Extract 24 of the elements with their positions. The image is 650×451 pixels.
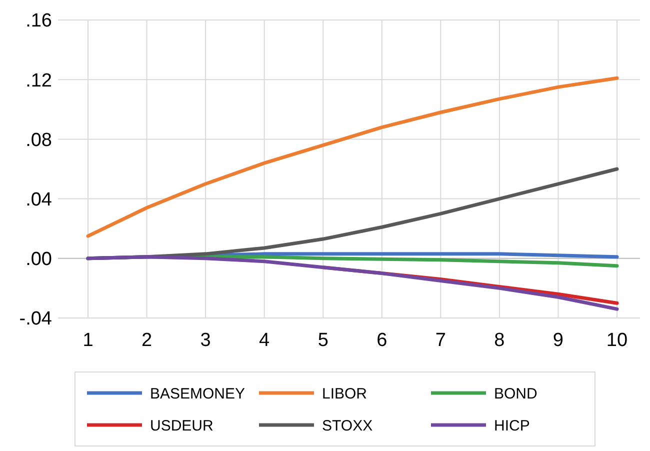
y-tick-label: -.04: [19, 308, 52, 330]
legend-label: BASEMONEY: [150, 385, 246, 402]
legend-label: HICP: [494, 417, 530, 434]
y-tick-label: .08: [26, 130, 52, 151]
x-tick-label: 5: [318, 330, 328, 351]
y-tick-label: .00: [26, 249, 52, 270]
y-tick-label: .12: [26, 70, 52, 92]
legend-label: USDEUR: [150, 417, 214, 434]
y-tick-label: .16: [26, 10, 52, 32]
legend-label: STOXX: [322, 417, 373, 434]
x-tick-label: 4: [259, 330, 270, 351]
x-tick-label: 6: [376, 330, 388, 351]
legend-label: BOND: [494, 385, 538, 402]
line-series: [86, 255, 619, 311]
x-tick-label: 9: [552, 330, 564, 351]
x-tick-label: 1: [82, 330, 94, 351]
line-series: [86, 76, 619, 238]
x-tick-label: 3: [200, 330, 211, 351]
x-tick-label: 2: [141, 330, 152, 351]
x-tick-label: 7: [435, 330, 446, 351]
x-tick-label: 10: [606, 330, 628, 351]
y-tick-label: .04: [26, 189, 52, 210]
legend-label: LIBOR: [322, 385, 368, 402]
x-tick-label: 8: [494, 330, 505, 351]
